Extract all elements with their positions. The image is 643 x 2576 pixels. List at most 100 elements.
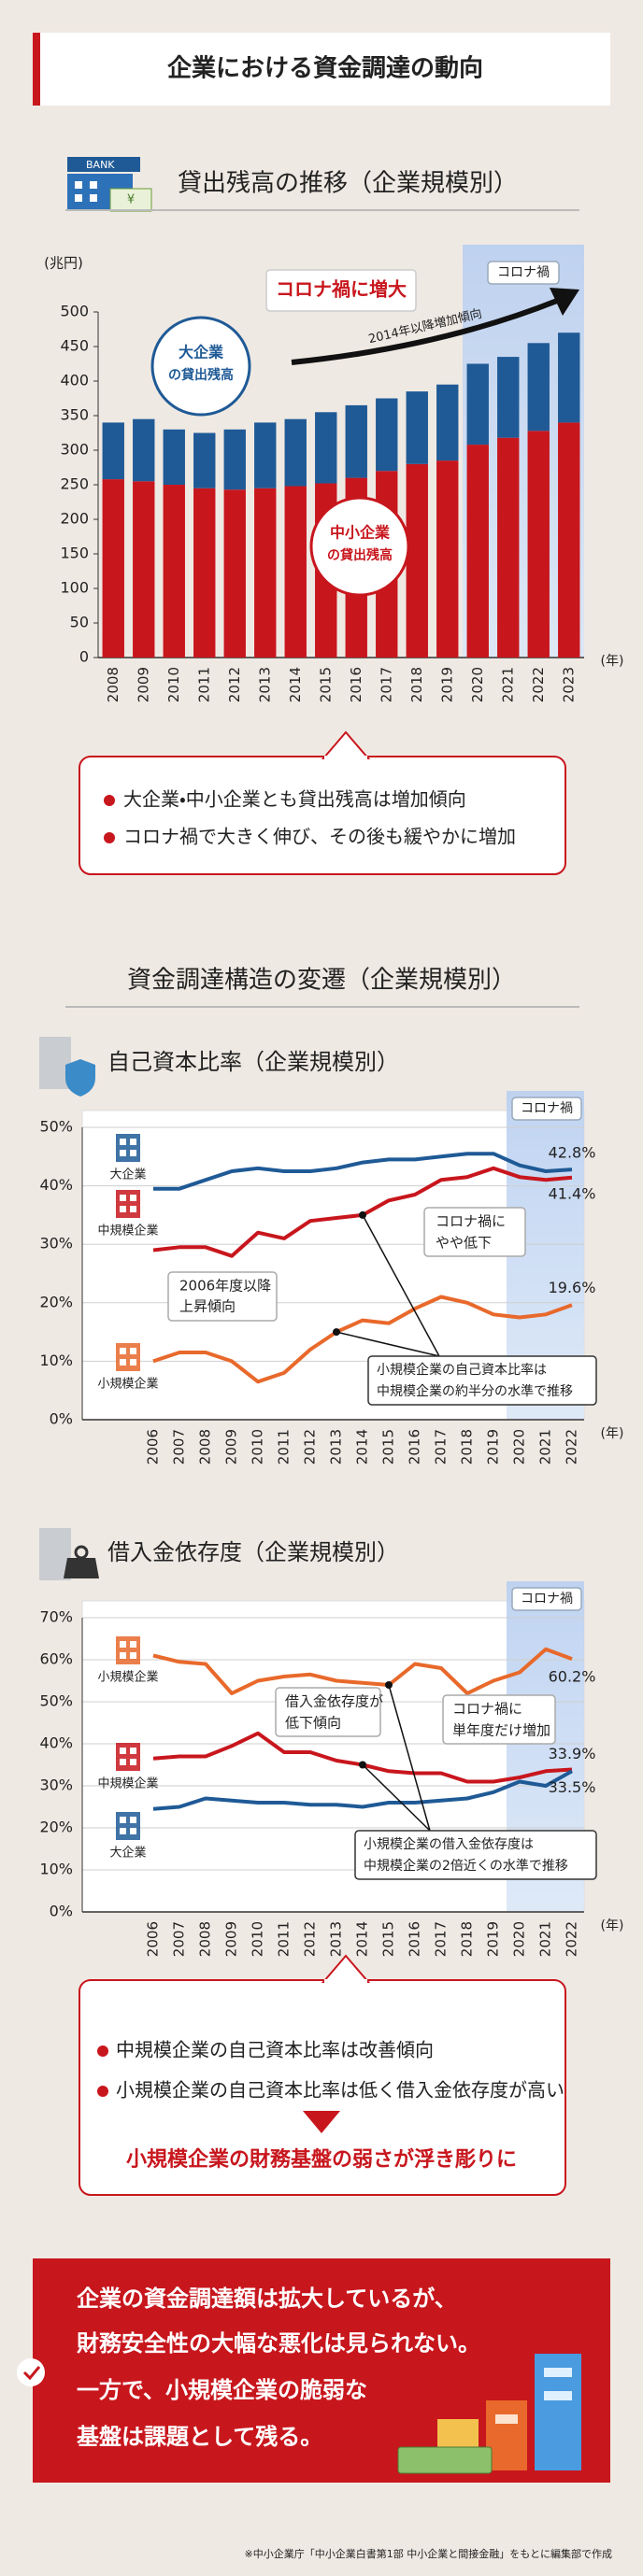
source-note: ※中小企業庁「中小企業白書第1部 中小企業と間接金融」をもとに編集部で作成	[245, 2547, 613, 2560]
bar	[223, 429, 246, 490]
bar	[133, 481, 155, 658]
x-tick-label: 2007	[171, 1921, 188, 1957]
check-badge	[17, 2358, 45, 2386]
annotation-box	[167, 1271, 278, 1322]
y-tick-label: 500	[60, 303, 89, 320]
annotation: コロナ禍	[521, 1101, 573, 1116]
x-tick-label: 2019	[485, 1921, 502, 1957]
x-tick-label: 2020	[511, 1921, 528, 1957]
title-accent	[33, 33, 40, 106]
legend-icon	[116, 1343, 140, 1371]
x-tick-label: 2020	[511, 1429, 528, 1465]
x-tick-label: 2012	[302, 1921, 319, 1957]
summary-box	[79, 1979, 566, 2196]
equity-icon	[39, 1037, 95, 1097]
bar	[193, 432, 216, 488]
window	[544, 2368, 572, 2377]
chart-title: 借入金依存度（企業規模別）	[107, 1539, 399, 1565]
x-tick-label: 2016	[348, 667, 364, 702]
annotation-box	[265, 269, 417, 312]
series-name: 大企業	[179, 344, 224, 361]
legend-icon-window	[130, 1206, 136, 1212]
trend-arrowhead	[550, 288, 579, 316]
legend-icon-window	[130, 1828, 136, 1834]
bar	[163, 429, 185, 485]
x-tick-label: 2017	[433, 1429, 450, 1465]
legend-icon	[116, 1743, 140, 1771]
legend-icon-window	[120, 1359, 126, 1366]
annotation: 小規模企業の自己資本比率は	[377, 1363, 547, 1378]
annotation: (兆円)	[44, 255, 83, 272]
x-tick-label: 2013	[328, 1429, 345, 1465]
conclusion-line: 一方で、小規模企業の脆弱な	[77, 2377, 367, 2403]
summary-box	[79, 756, 566, 875]
bar	[102, 479, 124, 658]
conclusion-line: 基盤は課題として残る。	[77, 2424, 322, 2450]
x-tick-label: 2017	[433, 1921, 450, 1957]
bar	[527, 431, 550, 658]
bullet	[104, 832, 115, 843]
annotation: 低下傾向	[285, 1715, 341, 1732]
bar	[284, 486, 307, 658]
x-tick-label: 2012	[226, 667, 243, 702]
y-tick-label: 0%	[50, 1903, 73, 1920]
bar	[436, 460, 459, 658]
annotation: 中規模企業の約半分の水準で推移	[377, 1384, 573, 1399]
annotation: (年)	[601, 1426, 624, 1441]
x-tick-label: 2021	[499, 667, 516, 702]
x-tick-label: 2015	[380, 1921, 397, 1957]
x-tick-label: 2018	[459, 1429, 476, 1465]
legend-icon-window	[120, 1348, 126, 1354]
legend-label: 小規模企業	[97, 1670, 158, 1685]
y-tick-label: 150	[60, 545, 89, 562]
annotation-box	[487, 261, 560, 285]
summary-point: 中規模企業の自己資本比率は改善傾向	[116, 2039, 434, 2061]
bar	[315, 412, 337, 484]
annotation: (年)	[601, 1918, 624, 1933]
annotation-box	[423, 1207, 526, 1257]
legend-icon-window	[120, 1195, 126, 1201]
bar	[558, 422, 580, 658]
legend-icon-window	[120, 1817, 126, 1823]
x-tick-label: 2010	[250, 1429, 266, 1465]
bank-window	[75, 181, 82, 189]
line-series	[153, 1152, 573, 1191]
bar	[466, 445, 489, 658]
legend-label: 中規模企業	[97, 1776, 158, 1791]
x-tick-label: 2008	[197, 1429, 214, 1465]
bar	[466, 363, 489, 446]
y-tick-label: 0	[79, 648, 89, 666]
legend-icon-window	[120, 1641, 126, 1648]
bar	[223, 489, 246, 658]
bar	[558, 333, 580, 423]
x-tick-label: 2019	[485, 1429, 502, 1465]
annotation-box	[275, 1687, 381, 1737]
annotation: コロナ禍	[497, 265, 550, 280]
y-tick-label: 350	[60, 406, 89, 424]
x-tick-label: 2006	[145, 1921, 162, 1957]
legend-label: 大企業	[109, 1846, 146, 1861]
bank-window	[90, 194, 97, 202]
legend-icon-window	[120, 1150, 126, 1156]
value-label: 33.9%	[549, 1745, 596, 1762]
y-tick-label: 400	[60, 372, 89, 389]
bar	[376, 398, 398, 472]
line-series	[152, 1295, 573, 1384]
bar	[284, 418, 307, 487]
y-tick-label: 50	[70, 614, 89, 631]
x-tick-label: 2021	[537, 1921, 554, 1957]
y-tick-label: 30%	[39, 1235, 73, 1253]
series-note: の貸出残高	[168, 367, 234, 383]
bar	[436, 384, 459, 461]
y-tick-label: 10%	[39, 1861, 73, 1878]
bar	[193, 488, 216, 658]
legend-icon-window	[130, 1195, 136, 1201]
y-tick-label: 0%	[50, 1410, 73, 1428]
annotation: 単年度だけ増加	[452, 1722, 550, 1739]
series-badge	[309, 496, 410, 597]
x-tick-label: 2011	[276, 1921, 293, 1957]
leader-dot	[385, 1681, 393, 1689]
value-label: 60.2%	[549, 1668, 596, 1686]
summary-point: コロナ禍で大きく伸び、その後も緩やかに増加	[123, 826, 516, 848]
legend-icon-window	[130, 1359, 136, 1366]
